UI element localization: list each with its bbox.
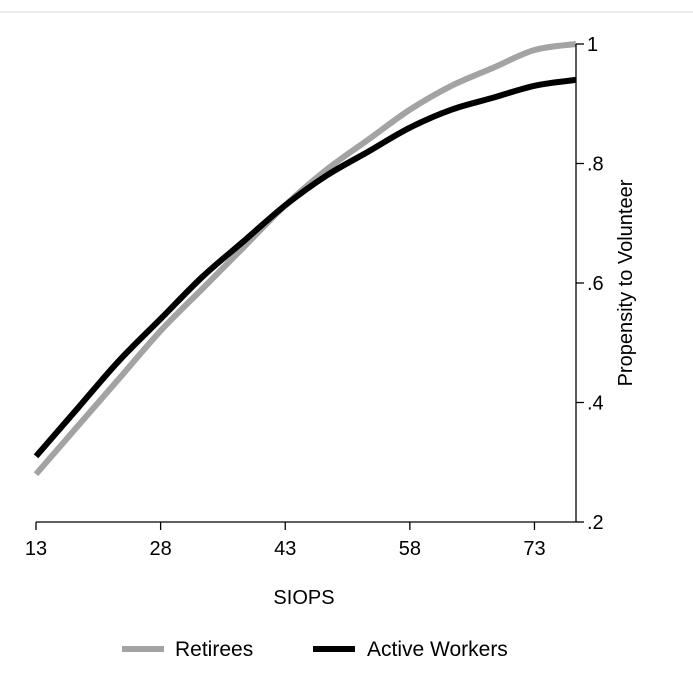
x-tick-label: 73 [523,538,545,560]
x-tick-label: 13 [25,538,47,560]
y-axis-title: Propensity to Volunteer [615,179,637,386]
series-line-active-workers [33,76,577,459]
y-tick-label: .2 [587,512,604,534]
y-tick-label: .8 [587,154,604,176]
plot-area [33,41,577,477]
axes: 13 28 43 58 73 .2 .4 .6 .8 1 [25,34,604,560]
x-tick-label: 28 [149,538,171,560]
series-line-retirees [33,41,577,477]
legend-label-active-workers: Active Workers [367,638,508,661]
y-tick-label: 1 [587,34,598,56]
y-tick-label: .4 [587,393,604,415]
x-axis-title: SIOPS [273,587,334,609]
legend: Retirees Active Workers [122,638,508,661]
y-tick-label: .6 [587,273,604,295]
legend-label-retirees: Retirees [175,638,253,661]
x-tick-label: 43 [274,538,296,560]
x-tick-label: 58 [399,538,421,560]
